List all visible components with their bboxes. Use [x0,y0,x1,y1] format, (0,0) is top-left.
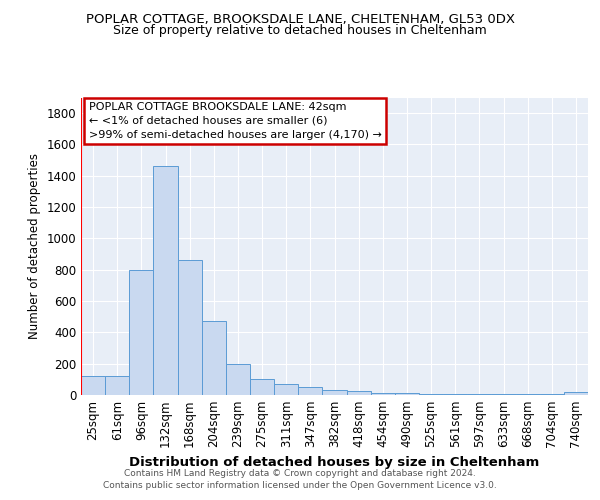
Bar [467,394,491,395]
Bar [250,378,274,395]
Bar [515,394,540,395]
Bar [443,394,467,395]
X-axis label: Distribution of detached houses by size in Cheltenham: Distribution of detached houses by size … [130,456,539,468]
Bar [178,260,202,395]
Bar [129,270,154,395]
Text: POPLAR COTTAGE, BROOKSDALE LANE, CHELTENHAM, GL53 0DX: POPLAR COTTAGE, BROOKSDALE LANE, CHELTEN… [86,12,515,26]
Bar [105,376,129,395]
Text: Size of property relative to detached houses in Cheltenham: Size of property relative to detached ho… [113,24,487,37]
Bar [564,392,588,395]
Y-axis label: Number of detached properties: Number of detached properties [28,153,41,340]
Bar [491,394,515,395]
Bar [419,394,443,395]
Text: Contains HM Land Registry data © Crown copyright and database right 2024.: Contains HM Land Registry data © Crown c… [124,468,476,477]
Bar [226,364,250,395]
Bar [274,384,298,395]
Bar [202,320,226,395]
Text: Contains public sector information licensed under the Open Government Licence v3: Contains public sector information licen… [103,481,497,490]
Bar [154,166,178,395]
Bar [322,390,347,395]
Bar [371,392,395,395]
Bar [81,376,105,395]
Bar [298,387,322,395]
Bar [540,394,564,395]
Text: POPLAR COTTAGE BROOKSDALE LANE: 42sqm
← <1% of detached houses are smaller (6)
>: POPLAR COTTAGE BROOKSDALE LANE: 42sqm ← … [89,102,382,140]
Bar [395,394,419,395]
Bar [347,391,371,395]
